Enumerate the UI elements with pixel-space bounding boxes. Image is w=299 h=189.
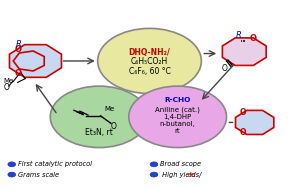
Text: O: O bbox=[14, 45, 21, 54]
Text: C₆H₅CO₂H: C₆H₅CO₂H bbox=[131, 57, 168, 66]
Text: n-butanol,: n-butanol, bbox=[160, 121, 196, 127]
Text: C₆F₆, 60 °C: C₆F₆, 60 °C bbox=[129, 67, 170, 76]
Circle shape bbox=[150, 172, 158, 177]
Text: O: O bbox=[111, 122, 117, 131]
Circle shape bbox=[50, 86, 148, 148]
Circle shape bbox=[98, 28, 201, 94]
Text: rt: rt bbox=[175, 128, 181, 134]
Text: Me: Me bbox=[104, 106, 115, 112]
Text: Et₃N, rt: Et₃N, rt bbox=[85, 128, 113, 137]
Polygon shape bbox=[10, 45, 62, 77]
Circle shape bbox=[8, 172, 16, 177]
Polygon shape bbox=[13, 51, 44, 71]
Text: Grams scale: Grams scale bbox=[18, 172, 59, 178]
Text: Me: Me bbox=[4, 77, 14, 84]
Text: O: O bbox=[239, 128, 246, 137]
Polygon shape bbox=[222, 38, 266, 65]
Text: O: O bbox=[222, 64, 228, 73]
Text: O: O bbox=[14, 69, 21, 77]
Circle shape bbox=[150, 162, 158, 167]
Text: ee: ee bbox=[187, 172, 196, 178]
Text: O: O bbox=[4, 84, 10, 92]
Text: R-CHO: R-CHO bbox=[164, 98, 191, 103]
Polygon shape bbox=[236, 110, 274, 135]
Text: 1,4-DHP: 1,4-DHP bbox=[164, 114, 192, 120]
Text: R: R bbox=[235, 31, 241, 40]
Text: O: O bbox=[250, 34, 257, 43]
Circle shape bbox=[8, 162, 16, 167]
Text: R: R bbox=[16, 40, 22, 49]
Text: First catalytic protocol: First catalytic protocol bbox=[18, 161, 92, 167]
Text: Aniline (cat.): Aniline (cat.) bbox=[155, 107, 200, 113]
Text: DHQ-NH₂/: DHQ-NH₂/ bbox=[129, 48, 170, 57]
Text: High yields/: High yields/ bbox=[160, 172, 201, 178]
Text: Broad scope: Broad scope bbox=[160, 161, 201, 167]
Circle shape bbox=[129, 86, 227, 148]
Text: O: O bbox=[239, 108, 246, 117]
